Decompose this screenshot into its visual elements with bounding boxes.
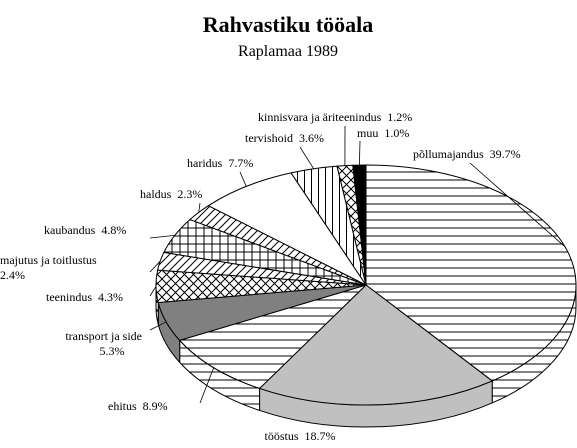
slice-label: 5.3% <box>100 344 125 358</box>
category-label: majutus ja toitlustus <box>0 253 97 267</box>
slice-label: majutus ja toitlustus <box>0 253 97 267</box>
leader-line <box>149 321 167 331</box>
category-label: haridus <box>187 156 223 170</box>
value-label: 2.4% <box>0 268 25 282</box>
slice-label: ehitus 8.9% <box>108 399 168 413</box>
leader-line <box>198 202 201 213</box>
leader-line <box>149 286 157 297</box>
slice-label: haldus 2.3% <box>140 187 202 201</box>
pie-slice <box>178 284 367 390</box>
value-label: 2.3% <box>177 187 202 201</box>
value-label: 3.6% <box>299 131 324 145</box>
value-label: 4.3% <box>98 290 123 304</box>
category-label: muu <box>357 126 378 140</box>
slice-label: kaubandus 4.8% <box>44 223 126 237</box>
slice-label: muu 1.0% <box>357 126 409 140</box>
category-label: tööstus <box>264 429 298 443</box>
slice-label: teenindus 4.3% <box>46 290 123 304</box>
value-label: 1.0% <box>384 126 409 140</box>
value-label: 4.8% <box>101 223 126 237</box>
category-label: transport ja side <box>65 329 142 343</box>
chart-title: Rahvastiku tööala <box>203 12 374 37</box>
slice-label: 2.4% <box>0 268 25 282</box>
value-label: 5.3% <box>100 344 125 358</box>
value-label: 18.7% <box>305 429 336 443</box>
leader-line <box>299 146 315 169</box>
category-label: kaubandus <box>44 223 96 237</box>
category-label: kinnisvara ja äriteenindus <box>258 110 382 124</box>
chart-subtitle: Raplamaa 1989 <box>238 43 338 60</box>
leader-line <box>469 162 566 248</box>
category-label: haldus <box>140 187 172 201</box>
pie-slice <box>365 164 577 382</box>
value-label: 39.7% <box>490 147 521 161</box>
pie-slice <box>207 172 368 287</box>
leader-line <box>149 235 175 239</box>
slice-label: põllumajandus 39.7% <box>413 147 521 161</box>
value-label: 1.2% <box>387 110 412 124</box>
value-label: 8.9% <box>143 399 168 413</box>
slice-label: kinnisvara ja äriteenindus 1.2% <box>258 110 412 124</box>
leader-line <box>149 260 161 273</box>
category-label: ehitus <box>108 399 137 413</box>
category-label: teenindus <box>46 290 92 304</box>
leader-line <box>239 171 247 187</box>
category-label: tervishoid <box>245 131 293 145</box>
slice-label: transport ja side <box>65 329 142 343</box>
pie-slice <box>258 284 494 406</box>
slice-label: haridus 7.7% <box>187 156 253 170</box>
leader-line <box>358 140 361 166</box>
slice-label: tööstus 18.7% <box>264 429 335 443</box>
category-label: põllumajandus <box>413 147 484 161</box>
value-label: 7.7% <box>228 156 253 170</box>
leader-line <box>199 367 215 404</box>
slice-label: tervishoid 3.6% <box>245 131 324 145</box>
